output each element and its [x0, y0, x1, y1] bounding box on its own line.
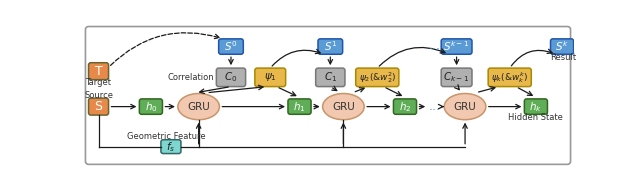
Text: GRU: GRU — [332, 102, 355, 112]
FancyBboxPatch shape — [219, 39, 243, 54]
Text: $\psi_2$(&$w_2^2$): $\psi_2$(&$w_2^2$) — [358, 70, 396, 85]
Ellipse shape — [444, 94, 486, 120]
FancyBboxPatch shape — [524, 99, 547, 114]
Ellipse shape — [323, 94, 364, 120]
FancyBboxPatch shape — [488, 68, 531, 87]
Text: $C_0$: $C_0$ — [224, 70, 237, 84]
Text: $S^k$: $S^k$ — [555, 40, 569, 53]
Text: $f_s$: $f_s$ — [166, 140, 175, 153]
Text: Target: Target — [86, 78, 111, 87]
Text: GRU: GRU — [454, 102, 476, 112]
Ellipse shape — [178, 94, 220, 120]
Text: $S^0$: $S^0$ — [224, 40, 237, 53]
FancyBboxPatch shape — [255, 68, 285, 87]
Text: $h_k$: $h_k$ — [529, 100, 543, 114]
Text: ...: ... — [428, 39, 440, 52]
FancyBboxPatch shape — [394, 99, 417, 114]
FancyBboxPatch shape — [441, 68, 472, 87]
FancyBboxPatch shape — [288, 99, 311, 114]
Text: $S^1$: $S^1$ — [324, 40, 337, 53]
Text: S: S — [95, 100, 102, 113]
FancyBboxPatch shape — [316, 68, 345, 87]
FancyBboxPatch shape — [441, 39, 472, 54]
FancyBboxPatch shape — [161, 140, 181, 154]
Text: $C_{k-1}$: $C_{k-1}$ — [444, 70, 470, 84]
FancyBboxPatch shape — [216, 68, 246, 87]
Text: Correlation: Correlation — [168, 73, 214, 82]
Text: $h_2$: $h_2$ — [399, 100, 412, 114]
FancyBboxPatch shape — [318, 39, 342, 54]
FancyBboxPatch shape — [86, 26, 570, 164]
Text: ...: ... — [428, 100, 440, 113]
FancyBboxPatch shape — [88, 98, 109, 115]
Text: GRU: GRU — [188, 102, 210, 112]
Text: Source: Source — [84, 91, 113, 100]
Text: $h_0$: $h_0$ — [145, 100, 157, 114]
FancyBboxPatch shape — [88, 63, 109, 80]
Text: $S^{k-1}$: $S^{k-1}$ — [444, 40, 470, 53]
Text: $\psi_k$(&$w_k^k$): $\psi_k$(&$w_k^k$) — [492, 70, 528, 85]
Text: Geometric Feature: Geometric Feature — [127, 132, 205, 141]
Text: T: T — [95, 65, 102, 78]
FancyBboxPatch shape — [140, 99, 163, 114]
Text: $h_1$: $h_1$ — [293, 100, 306, 114]
Text: Hidden State: Hidden State — [508, 113, 563, 122]
Text: Result: Result — [550, 53, 577, 62]
Text: $C_1$: $C_1$ — [324, 70, 337, 84]
FancyBboxPatch shape — [550, 39, 573, 54]
FancyBboxPatch shape — [356, 68, 399, 87]
Text: $\psi_1$: $\psi_1$ — [264, 71, 276, 83]
